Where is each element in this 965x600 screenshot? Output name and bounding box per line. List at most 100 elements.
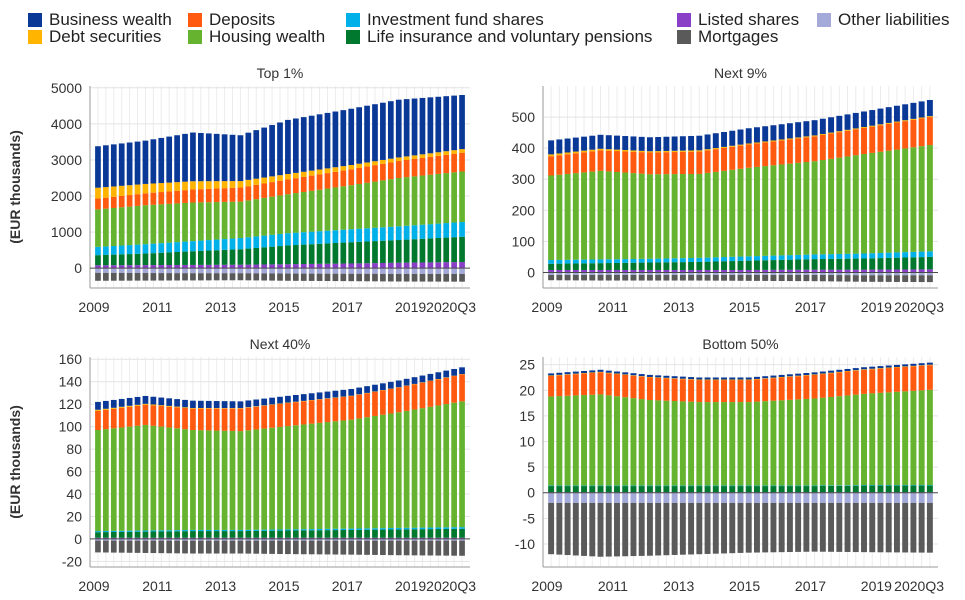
bar-segment-deposits (795, 138, 802, 163)
bar-segment-funds (778, 255, 785, 260)
bar-segment-funds (679, 258, 686, 263)
bar-segment-debt (646, 376, 653, 378)
x-tick-label: 2020Q3 (426, 578, 476, 594)
bar-segment-funds (451, 527, 457, 529)
bar-segment-life (174, 251, 180, 265)
bar-segment-business (836, 369, 843, 372)
bar-segment-funds (332, 528, 339, 531)
bar-segment-funds (926, 251, 933, 257)
bar-segment-funds (811, 485, 818, 487)
bar-segment-mortgages (372, 273, 378, 282)
bar-segment-deposits (158, 406, 165, 427)
bar-segment-housing (548, 396, 555, 486)
bar-segment-mortgages (564, 274, 571, 281)
bar-segment-debt (564, 152, 571, 155)
bar-segment-other_liab (387, 268, 394, 274)
bar-segment-housing (419, 175, 426, 225)
bar-segment-funds (150, 530, 157, 532)
bar-segment-deposits (614, 374, 620, 397)
bar-segment-other_liab (589, 272, 596, 275)
bar-segment-debt (762, 141, 769, 143)
bar-segment-life (737, 260, 744, 270)
bar-segment-life (95, 255, 101, 266)
bar-segment-debt (174, 182, 180, 191)
bar-segment-mortgages (103, 272, 109, 281)
bar-segment-business (926, 99, 933, 117)
bar-segment-mortgages (910, 275, 917, 283)
bar-segment-housing (564, 395, 571, 486)
bar-segment-funds (364, 528, 370, 530)
bar-segment-housing (630, 173, 637, 259)
bar-segment-other_liab (918, 272, 925, 276)
bar-segment-housing (110, 207, 117, 246)
bar-segment-funds (166, 530, 173, 532)
bar-segment-other_liab (292, 268, 299, 274)
bar-segment-funds (182, 241, 188, 252)
bar-segment-life (902, 485, 909, 493)
bar-segment-other_liab (372, 268, 378, 274)
bar-segment-life (213, 531, 220, 538)
bar-segment-life (380, 240, 386, 263)
bar-segment-life (221, 531, 228, 538)
bar-segment-funds (819, 254, 826, 259)
bar-segment-business (795, 122, 802, 138)
bar-segment-other_liab (926, 492, 933, 503)
bar-segment-business (110, 144, 117, 187)
bar-segment-debt (836, 371, 843, 373)
bar-segment-funds (269, 234, 275, 247)
bar-segment-life (638, 486, 645, 493)
bar-segment-life (387, 529, 394, 538)
bar-segment-other_liab (308, 538, 315, 541)
bar-segment-funds (556, 485, 563, 487)
bar-segment-funds (918, 485, 925, 486)
bar-segment-other_liab (910, 492, 917, 503)
bar-segment-funds (403, 225, 410, 240)
bar-segment-life (869, 258, 876, 270)
bar-segment-debt (548, 375, 555, 376)
bar-segment-listed (564, 269, 571, 273)
bar-segment-listed (712, 269, 719, 273)
bar-segment-funds (118, 245, 125, 255)
bar-segment-funds (754, 485, 760, 487)
legend-swatch (188, 13, 202, 27)
bar-segment-deposits (754, 143, 760, 167)
bar-segment-mortgages (300, 273, 307, 281)
bar-segment-listed (836, 269, 843, 273)
bar-segment-other_liab (885, 272, 892, 276)
bar-segment-housing (671, 174, 678, 259)
bar-segment-life (803, 486, 810, 493)
bar-segment-other_liab (174, 268, 180, 274)
bar-segment-other_liab (910, 272, 917, 276)
bar-segment-other_liab (277, 538, 283, 541)
bar-segment-debt (712, 148, 719, 150)
bar-segment-mortgages (852, 502, 859, 553)
bar-segment-mortgages (348, 540, 355, 555)
bar-segment-deposits (245, 407, 252, 431)
bar-segment-debt (166, 182, 173, 192)
bar-segment-listed (166, 537, 173, 539)
bar-segment-housing (745, 167, 752, 257)
bar-segment-listed (556, 269, 563, 273)
bar-segment-life (548, 486, 555, 493)
bar-segment-other_liab (198, 538, 204, 541)
bar-segment-deposits (902, 366, 909, 392)
bar-segment-other_liab (836, 272, 843, 276)
bar-segment-business (229, 401, 236, 409)
bar-segment-funds (589, 259, 596, 264)
bar-segment-deposits (630, 375, 637, 399)
bar-segment-life (721, 261, 727, 270)
bar-segment-business (655, 137, 662, 152)
bar-segment-life (292, 245, 299, 265)
bar-segment-business (646, 137, 653, 152)
bar-segment-other_liab (852, 492, 859, 503)
bar-segment-deposits (451, 376, 457, 403)
bar-segment-business (679, 376, 686, 379)
bar-segment-deposits (245, 186, 252, 201)
bar-segment-listed (190, 264, 196, 269)
bar-segment-mortgages (663, 274, 670, 281)
bar-segment-life (403, 239, 410, 263)
bar-segment-life (819, 258, 826, 270)
bar-segment-business (324, 112, 331, 169)
bar-segment-business (688, 377, 695, 380)
